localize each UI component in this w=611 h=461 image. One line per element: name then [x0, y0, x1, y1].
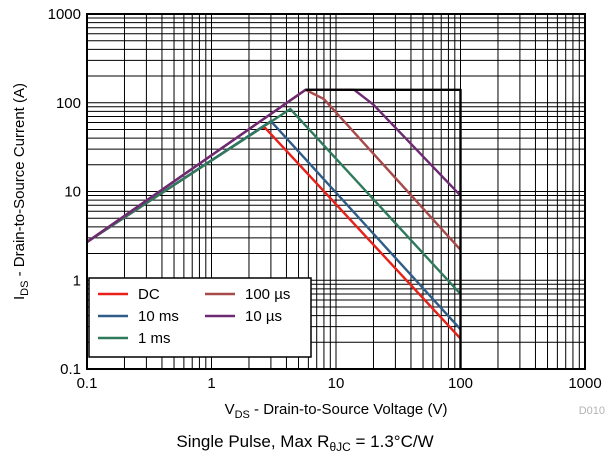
y-tick-label: 0.1 — [60, 361, 81, 378]
legend-label: 1 ms — [138, 330, 171, 347]
series-line-1-ms — [86, 107, 462, 295]
y-tick-label: 1000 — [48, 6, 81, 23]
y-tick-label: 100 — [56, 95, 81, 112]
x-tick-label: 0.1 — [77, 375, 98, 392]
chart-caption: Single Pulse, Max RθJC = 1.3°C/W — [176, 432, 433, 454]
figure-code: D010 — [579, 405, 605, 417]
x-axis-label: VDS - Drain-to-Source Voltage (V) — [225, 401, 448, 421]
legend-label: 100 µs — [245, 286, 290, 303]
y-tick-label: 1 — [73, 272, 81, 289]
tick-labels: 0.1 1 10 100 1000 0.1 1 10 100 1000 — [48, 6, 602, 392]
x-tick-label: 100 — [448, 375, 473, 392]
legend-box — [88, 277, 312, 358]
x-tick-label: 10 — [328, 375, 345, 392]
y-axis-label: IDS - Drain-to-Source Current (A) — [11, 83, 31, 300]
series-lines — [86, 88, 462, 369]
plot-area-border — [86, 13, 586, 370]
x-tick-label: 1 — [207, 375, 215, 392]
legend: DC 10 ms 1 ms 100 µs 10 µs — [88, 277, 312, 358]
series-line-100-s — [86, 88, 462, 251]
x-tick-label: 1000 — [568, 375, 601, 392]
legend-label: 10 ms — [138, 308, 179, 325]
y-tick-label: 10 — [64, 184, 81, 201]
legend-label: DC — [138, 286, 160, 303]
series-line-10-s — [86, 88, 462, 243]
legend-label: 10 µs — [245, 308, 282, 325]
soa-boundary-line — [305, 88, 462, 369]
